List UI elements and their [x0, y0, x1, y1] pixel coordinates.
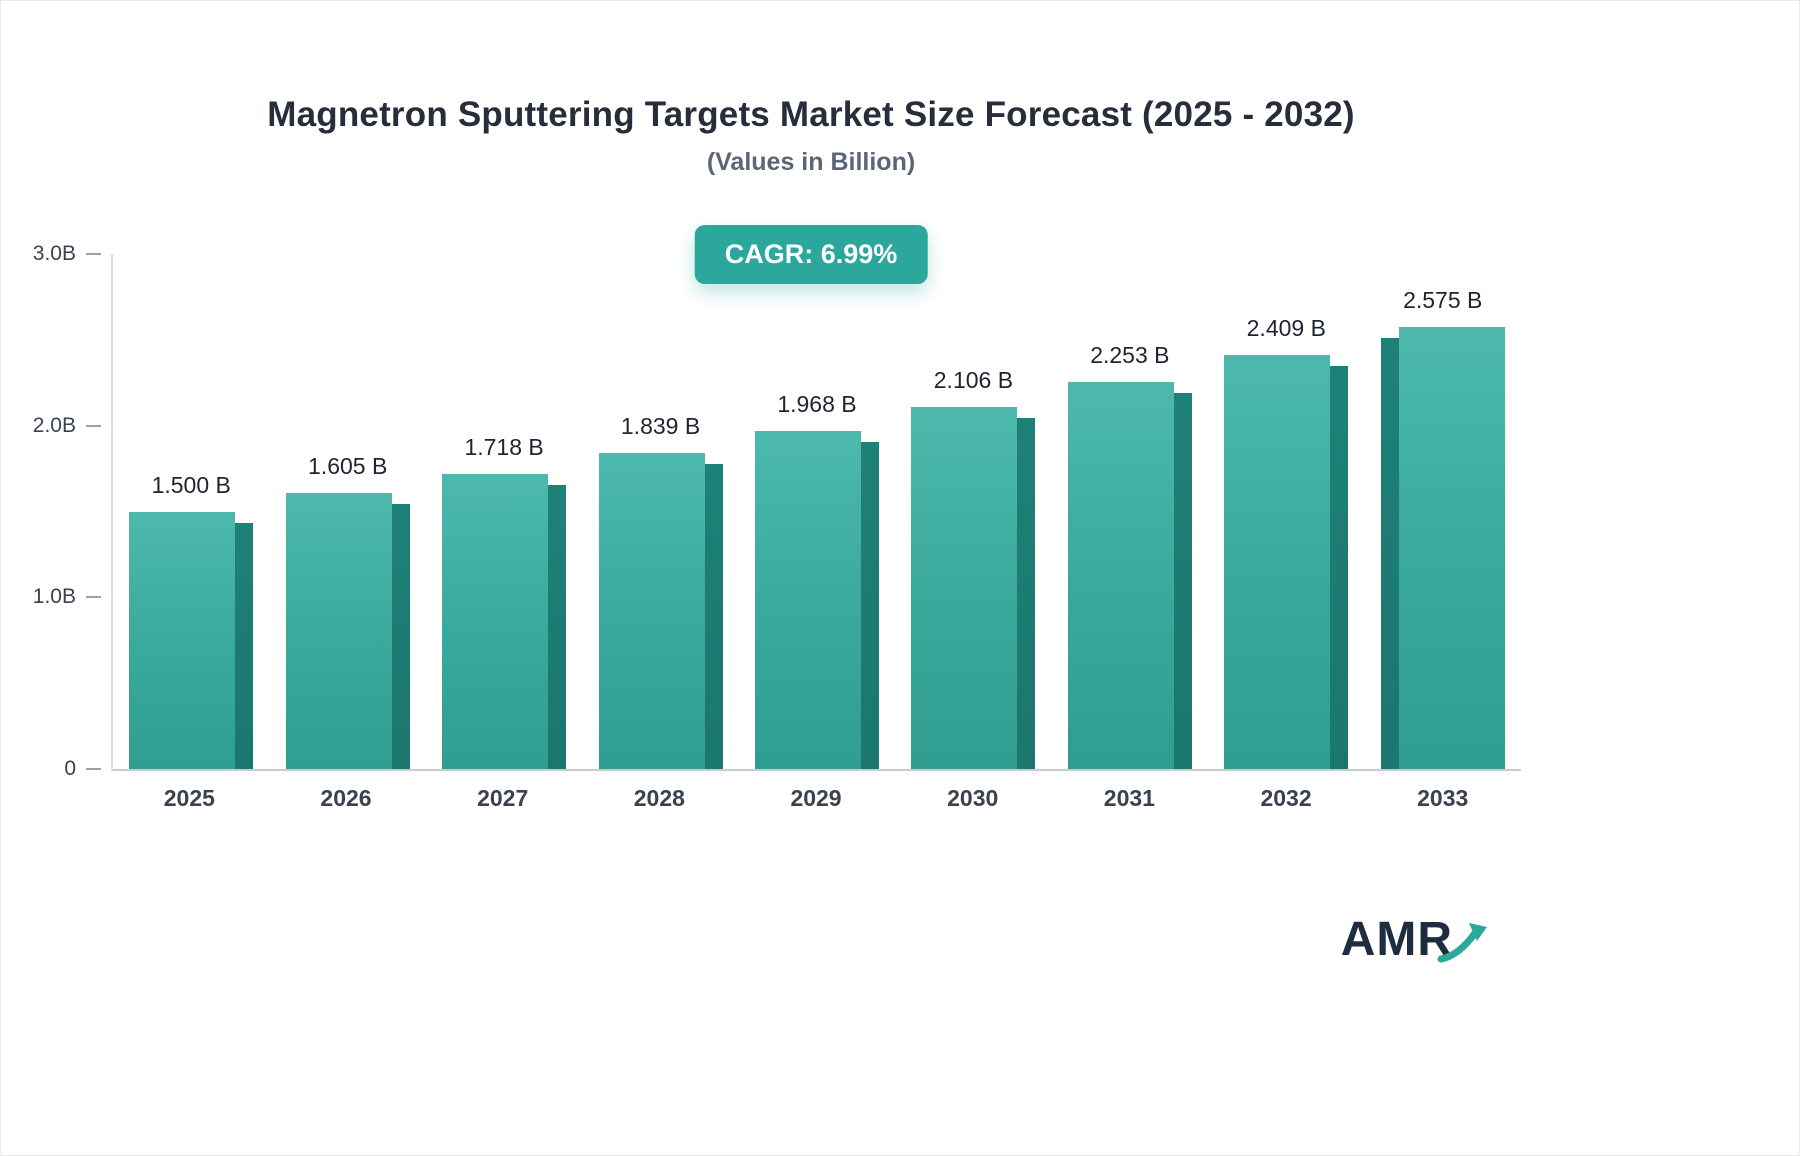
- bar-side-face: [1380, 337, 1399, 769]
- bar-value-label: 2.409 B: [1246, 315, 1326, 342]
- y-tick-label: 1.0B: [32, 585, 76, 609]
- bar-side-face: [1173, 393, 1192, 769]
- bar-front-face: [754, 431, 861, 769]
- bar-side-face: [704, 464, 723, 769]
- bar-front-face: [598, 453, 705, 769]
- bar-front-face: [1067, 382, 1174, 769]
- bar-value-label: 1.968 B: [777, 391, 857, 418]
- bar: 1.605 B: [285, 453, 410, 769]
- bar-side-face: [548, 485, 567, 769]
- bar-front-face: [442, 474, 549, 769]
- bar: 1.500 B: [129, 472, 254, 769]
- x-axis-label: 2025: [163, 785, 215, 811]
- plot-area: 3.0B 2.0B 1.0B 0 1.500 B 1.605 B 1.718 B 1.839…: [33, 242, 1521, 780]
- y-axis-tick: 2.0B: [1, 414, 101, 438]
- bar: 2.106 B: [911, 367, 1036, 769]
- bar: 2.575 B: [1380, 287, 1505, 769]
- bar-side-face: [391, 504, 410, 769]
- bar: 1.839 B: [598, 413, 723, 769]
- y-tick-label: 3.0B: [32, 242, 76, 265]
- y-axis-tick: 0: [1, 757, 101, 781]
- y-axis-tick: 1.0B: [1, 585, 101, 609]
- bar-side-face: [235, 522, 254, 769]
- bar-value-label: 1.500 B: [151, 471, 231, 498]
- growth-arrow-icon: [1437, 922, 1487, 962]
- bar-value-label: 1.839 B: [620, 413, 701, 440]
- x-axis-label: 2033: [1417, 785, 1469, 811]
- bar-group: 2.409 B: [1208, 254, 1364, 769]
- x-axis-labels: 2025 2026 2027 2028 2029 2030 2031 2032 2033: [111, 785, 1521, 812]
- x-axis-label: 2030: [947, 785, 999, 811]
- bar-group: 1.968 B: [739, 254, 895, 769]
- chart-subtitle: (Values in Billion): [706, 148, 916, 176]
- y-tick-mark: [86, 424, 101, 427]
- bar-group: 1.605 B: [269, 254, 425, 769]
- x-axis-label: 2028: [633, 785, 685, 811]
- bar-front-face: [1224, 355, 1331, 769]
- bar: 2.409 B: [1224, 315, 1349, 769]
- bar-side-face: [1330, 366, 1349, 769]
- bar-value-label: 1.718 B: [464, 434, 544, 461]
- y-tick-label: 0: [64, 757, 76, 780]
- chart-title: Magnetron Sputtering Targets Market Size…: [267, 95, 1355, 134]
- x-axis-label: 2031: [1103, 785, 1155, 811]
- x-axis-label: 2029: [790, 785, 842, 811]
- cagr-badge: CAGR: 6.99%: [694, 225, 928, 284]
- bar-group: 1.839 B: [582, 254, 738, 769]
- x-axis-label: 2032: [1260, 785, 1312, 811]
- bar-value-label: 2.253 B: [1090, 342, 1170, 369]
- y-tick-mark: [86, 596, 101, 599]
- y-axis-tick: 3.0B: [1, 242, 101, 266]
- bar-group: 1.500 B: [113, 254, 269, 769]
- bar-value-label: 1.605 B: [308, 453, 388, 480]
- bar-front-face: [911, 407, 1018, 769]
- bar: 1.968 B: [754, 391, 879, 769]
- x-axis-label: 2027: [477, 785, 529, 811]
- bar: 1.718 B: [442, 434, 567, 769]
- y-tick-mark: [86, 253, 101, 255]
- bar-value-label: 2.575 B: [1403, 286, 1483, 313]
- bar-front-face: [129, 511, 236, 769]
- bar-group: 2.575 B: [1365, 254, 1521, 769]
- bar-front-face: [285, 493, 392, 769]
- bar-group: 1.718 B: [426, 254, 582, 769]
- y-tick-mark: [86, 768, 101, 770]
- bar-front-face: [1398, 326, 1505, 769]
- bar-group: 2.253 B: [1052, 254, 1208, 769]
- bar-side-face: [1017, 418, 1036, 769]
- bar-group: 2.106 B: [895, 254, 1051, 769]
- bar: 2.253 B: [1067, 342, 1192, 769]
- bar-value-label: 2.106 B: [933, 367, 1014, 394]
- bar-side-face: [860, 442, 879, 769]
- y-tick-label: 2.0B: [32, 413, 76, 437]
- x-axis-label: 2026: [320, 785, 372, 811]
- amr-logo: AMR: [1341, 912, 1489, 967]
- bars-container: 1.500 B 1.605 B 1.718 B 1.839 B 1.968 B 2.106…: [113, 254, 1521, 769]
- amr-logo-text: AMR: [1340, 913, 1453, 966]
